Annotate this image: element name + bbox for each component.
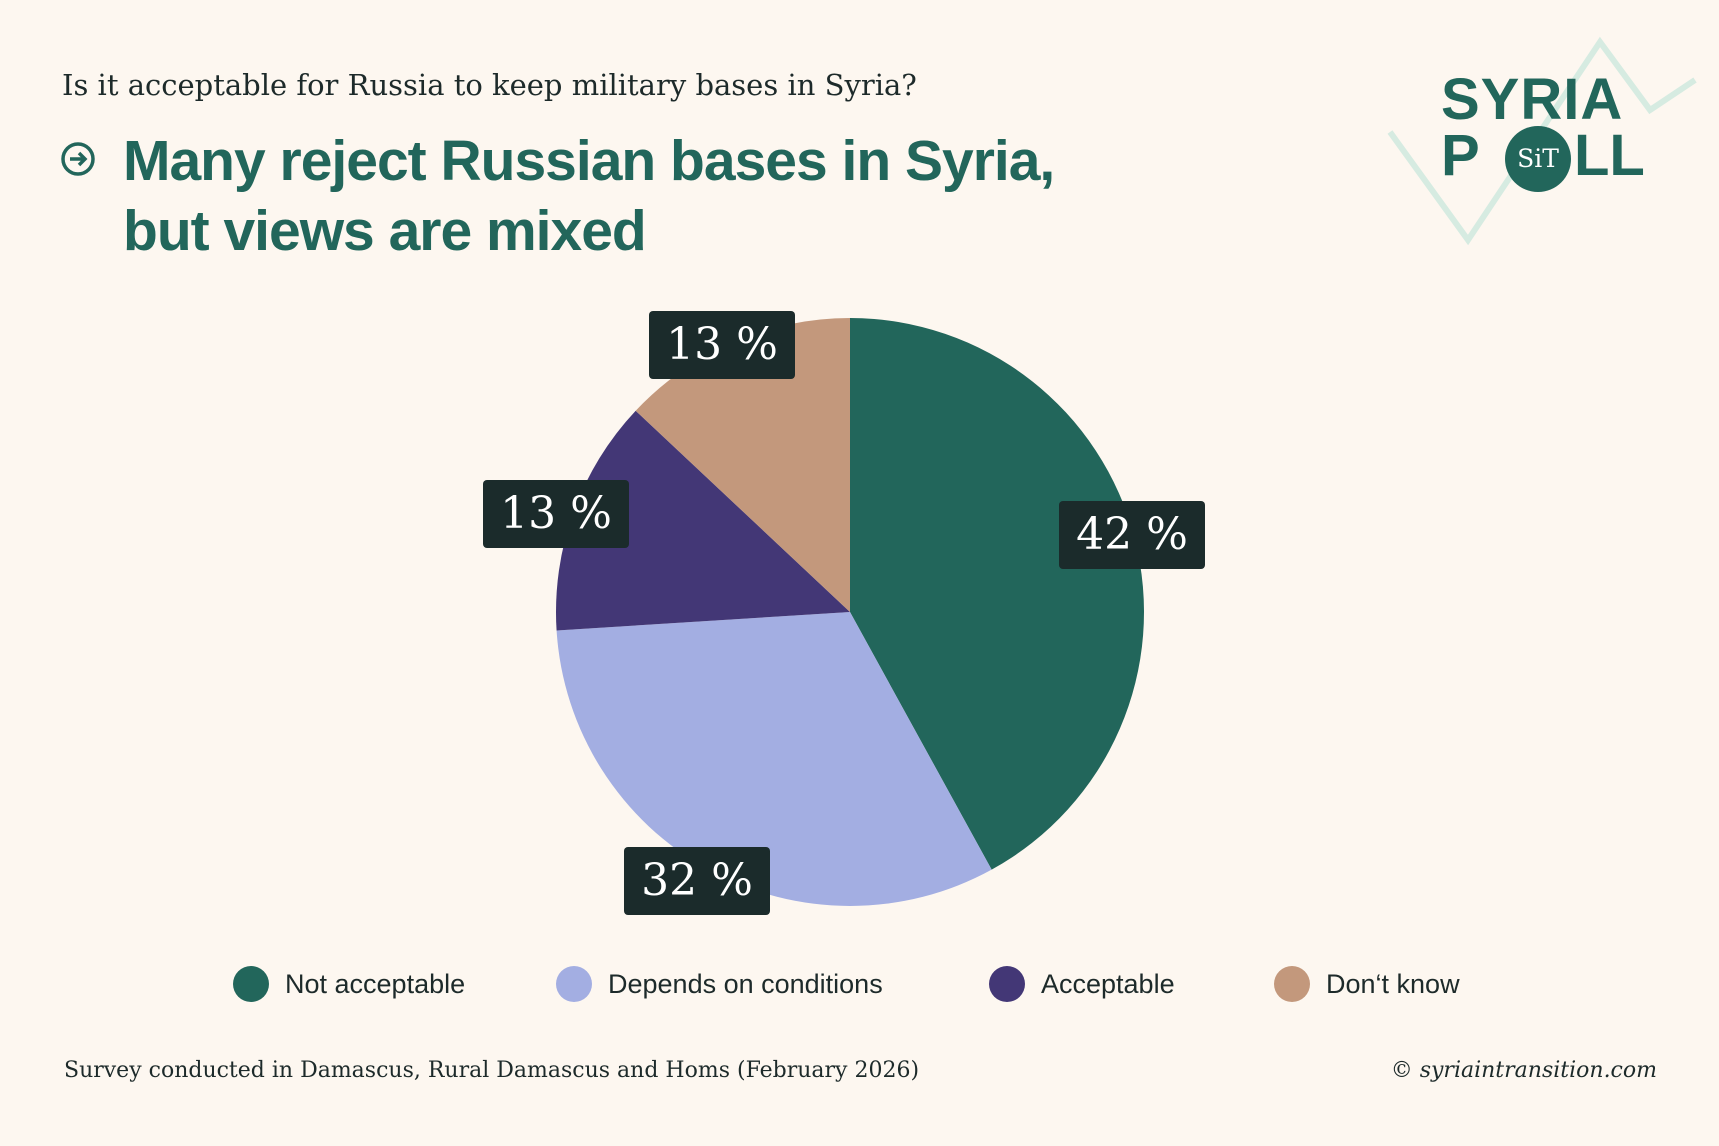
- logo-p: P: [1441, 123, 1480, 188]
- pie-slice-depends-on-conditions: [556, 612, 992, 906]
- headline-line-2: but views are mixed: [123, 199, 647, 263]
- legend-swatch: [556, 966, 592, 1002]
- legend-item: Don‘t know: [1274, 966, 1460, 1002]
- legend-label: Acceptable: [1041, 968, 1175, 999]
- pie-slice-not-acceptable: [850, 318, 1144, 870]
- survey-note: Survey conducted in Damascus, Rural Dama…: [64, 1058, 920, 1083]
- logo-ll: LL: [1574, 123, 1645, 188]
- legend-swatch: [989, 966, 1025, 1002]
- pie-slice-don-t-know: [635, 318, 850, 612]
- legend-item: Depends on conditions: [556, 966, 883, 1002]
- slice-data-label: 32 %: [624, 847, 770, 915]
- legend-swatch: [1274, 966, 1310, 1002]
- legend-swatch: [233, 966, 269, 1002]
- slice-data-label: 42 %: [1059, 501, 1205, 569]
- legend-item: Acceptable: [989, 966, 1175, 1002]
- headline-line-1: Many reject Russian bases in Syria,: [123, 129, 1055, 193]
- slice-data-label: 13 %: [649, 311, 795, 379]
- legend-label: Not acceptable: [285, 968, 466, 999]
- syria-poll-logo: SYRIA P SiT LL: [1380, 30, 1700, 250]
- arrow-circle-icon: [61, 142, 95, 176]
- headline: Many reject Russian bases in Syria, but …: [123, 126, 1055, 266]
- legend-label: Don‘t know: [1326, 968, 1460, 999]
- copyright-link[interactable]: © syriaintransition.com: [1390, 1058, 1657, 1083]
- logo-syria: SYRIA: [1441, 67, 1624, 132]
- survey-question: Is it acceptable for Russia to keep mili…: [62, 68, 917, 102]
- legend-label: Depends on conditions: [608, 968, 883, 999]
- legend-item: Not acceptable: [233, 966, 465, 1002]
- slice-data-label: 13 %: [483, 480, 629, 548]
- logo-sit-badge: SiT: [1505, 126, 1571, 192]
- pie-slice-acceptable: [556, 410, 850, 631]
